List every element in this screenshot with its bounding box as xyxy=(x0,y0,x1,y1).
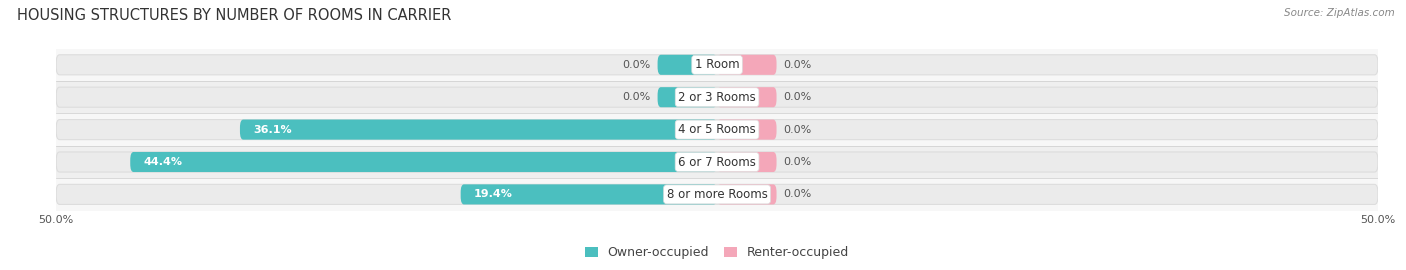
Text: 6 or 7 Rooms: 6 or 7 Rooms xyxy=(678,156,756,168)
Text: 1 Room: 1 Room xyxy=(695,58,740,71)
FancyBboxPatch shape xyxy=(56,184,1378,204)
Text: 0.0%: 0.0% xyxy=(783,92,811,102)
FancyBboxPatch shape xyxy=(240,120,717,140)
FancyBboxPatch shape xyxy=(717,55,776,75)
FancyBboxPatch shape xyxy=(56,55,1378,75)
Text: 0.0%: 0.0% xyxy=(783,124,811,135)
FancyBboxPatch shape xyxy=(717,87,776,107)
Text: 8 or more Rooms: 8 or more Rooms xyxy=(666,188,768,201)
Bar xyxy=(56,113,1378,146)
Text: 0.0%: 0.0% xyxy=(623,60,651,70)
Text: 44.4%: 44.4% xyxy=(143,157,183,167)
FancyBboxPatch shape xyxy=(717,152,776,172)
FancyBboxPatch shape xyxy=(658,55,717,75)
FancyBboxPatch shape xyxy=(131,152,717,172)
Bar xyxy=(56,178,1378,211)
Text: 4 or 5 Rooms: 4 or 5 Rooms xyxy=(678,123,756,136)
Text: 19.4%: 19.4% xyxy=(474,189,513,200)
FancyBboxPatch shape xyxy=(717,120,776,140)
Bar xyxy=(56,49,1378,81)
FancyBboxPatch shape xyxy=(56,120,1378,140)
Bar xyxy=(56,146,1378,178)
Text: 2 or 3 Rooms: 2 or 3 Rooms xyxy=(678,91,756,104)
FancyBboxPatch shape xyxy=(461,184,717,204)
Text: 0.0%: 0.0% xyxy=(783,189,811,200)
Text: 0.0%: 0.0% xyxy=(623,92,651,102)
Legend: Owner-occupied, Renter-occupied: Owner-occupied, Renter-occupied xyxy=(585,246,849,259)
Bar xyxy=(56,81,1378,113)
Text: 0.0%: 0.0% xyxy=(783,157,811,167)
Text: Source: ZipAtlas.com: Source: ZipAtlas.com xyxy=(1284,8,1395,18)
FancyBboxPatch shape xyxy=(717,184,776,204)
FancyBboxPatch shape xyxy=(56,87,1378,107)
Text: 0.0%: 0.0% xyxy=(783,60,811,70)
Text: HOUSING STRUCTURES BY NUMBER OF ROOMS IN CARRIER: HOUSING STRUCTURES BY NUMBER OF ROOMS IN… xyxy=(17,8,451,23)
FancyBboxPatch shape xyxy=(658,87,717,107)
Text: 36.1%: 36.1% xyxy=(253,124,292,135)
FancyBboxPatch shape xyxy=(56,152,1378,172)
